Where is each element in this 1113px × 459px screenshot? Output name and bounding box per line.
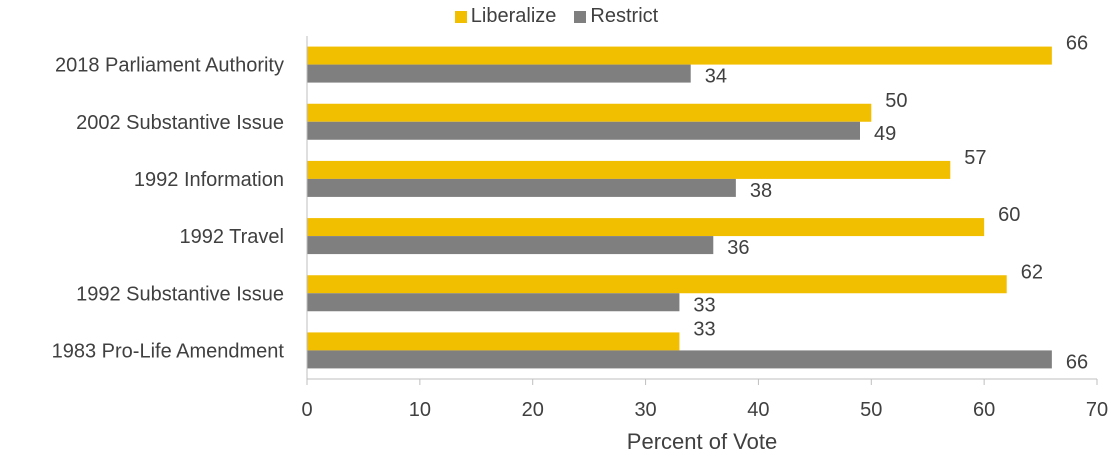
bar-liberalize-3 — [307, 218, 985, 237]
bar-liberalize-0 — [307, 46, 1052, 65]
bar-liberalize-4 — [307, 275, 1007, 294]
data-label-liberalize-0: 66 — [1066, 33, 1088, 55]
category-label-1: 2002 Substantive Issue — [76, 112, 284, 134]
data-label-restrict-5: 66 — [1066, 351, 1088, 373]
chart-legend: Liberalize Restrict — [0, 5, 1113, 28]
legend-label-liberalize: Liberalize — [470, 5, 557, 27]
data-label-liberalize-3: 60 — [998, 204, 1020, 226]
bar-liberalize-2 — [307, 160, 951, 179]
x-tick-label-4: 40 — [747, 399, 769, 421]
bar-restrict-1 — [307, 121, 860, 140]
data-label-restrict-1: 49 — [874, 123, 896, 145]
bar-restrict-2 — [307, 178, 736, 197]
category-label-0: 2018 Parliament Authority — [55, 55, 284, 77]
x-tick-label-6: 60 — [973, 399, 995, 421]
legend-item-liberalize: Liberalize — [454, 5, 557, 28]
data-label-restrict-3: 36 — [727, 237, 749, 259]
x-axis-title: Percent of Vote — [627, 429, 777, 454]
bar-restrict-4 — [307, 293, 680, 312]
data-label-liberalize-5: 33 — [693, 318, 715, 340]
bar-liberalize-5 — [307, 332, 680, 351]
category-label-3: 1992 Travel — [179, 226, 284, 248]
data-label-liberalize-1: 50 — [885, 90, 907, 112]
data-label-liberalize-4: 62 — [1021, 261, 1043, 283]
legend-item-restrict: Restrict — [574, 5, 658, 28]
legend-swatch-liberalize — [454, 10, 467, 23]
x-tick-label-3: 30 — [634, 399, 656, 421]
category-label-5: 1983 Pro-Life Amendment — [52, 340, 285, 362]
x-tick-label-0: 0 — [301, 399, 312, 421]
bar-restrict-5 — [307, 350, 1052, 369]
bar-restrict-3 — [307, 236, 714, 255]
category-label-4: 1992 Substantive Issue — [76, 283, 284, 305]
bar-liberalize-1 — [307, 103, 872, 122]
legend-swatch-restrict — [574, 10, 587, 23]
x-tick-label-5: 50 — [860, 399, 882, 421]
plot-area: 66 34 2018 Parliament Authority 50 49 2002 Su… — [52, 33, 1109, 421]
category-label-2: 1992 Information — [134, 169, 284, 191]
x-tick-label-1: 10 — [409, 399, 431, 421]
x-tick-label-7: 70 — [1086, 399, 1108, 421]
data-label-restrict-4: 33 — [693, 294, 715, 316]
data-label-liberalize-2: 57 — [964, 147, 986, 169]
x-tick-label-2: 20 — [522, 399, 544, 421]
legend-label-restrict: Restrict — [590, 5, 659, 27]
bar-restrict-0 — [307, 64, 691, 83]
data-label-restrict-0: 34 — [705, 66, 727, 88]
data-label-restrict-2: 38 — [750, 180, 772, 202]
